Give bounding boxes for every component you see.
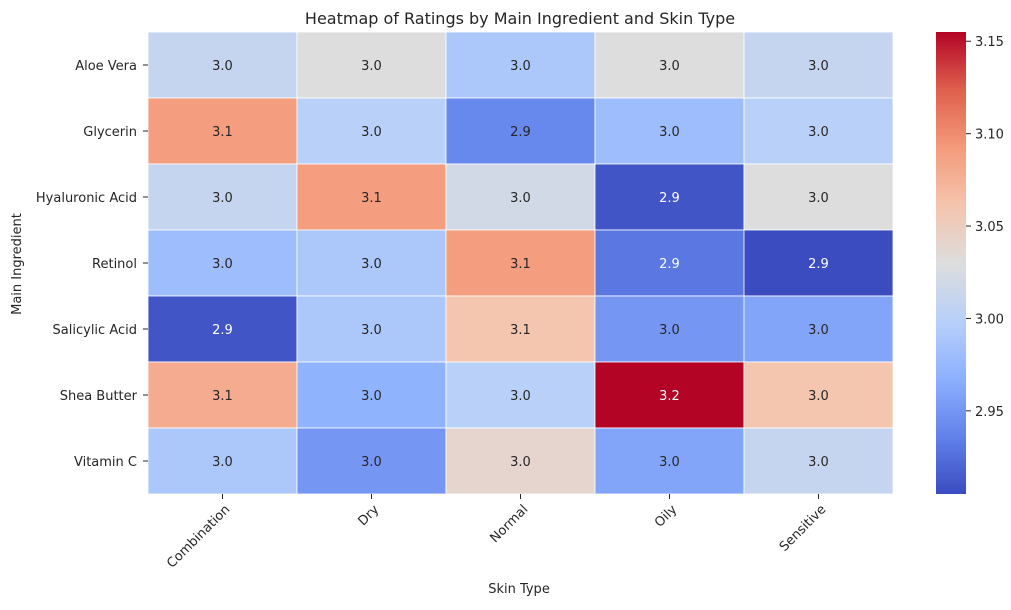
heatmap-cell xyxy=(445,229,596,297)
y-tick-label: Vitamin C xyxy=(74,455,137,470)
cell-value-label: 3.0 xyxy=(808,389,829,404)
heatmap-cell xyxy=(594,31,745,99)
heatmap-cell xyxy=(445,97,596,165)
cell-value-label: 3.0 xyxy=(659,323,680,338)
heatmap-cell xyxy=(743,361,894,429)
heatmap-cell xyxy=(147,97,298,165)
y-tick-label: Retinol xyxy=(92,257,137,272)
cell-value-label: 3.0 xyxy=(361,389,382,404)
y-tick-label: Aloe Vera xyxy=(75,59,137,74)
y-axis-ticks: Aloe Vera Glycerin Hyaluronic Acid Retinol S… xyxy=(36,59,148,470)
cell-value-label: 2.9 xyxy=(510,125,531,140)
cell-value-label: 2.9 xyxy=(659,257,680,272)
cell-value-label: 3.1 xyxy=(510,257,531,272)
cell-value-label: 3.0 xyxy=(212,455,233,470)
cell-value-label: 3.0 xyxy=(361,455,382,470)
cell-value-label: 3.0 xyxy=(212,59,233,74)
heatmap-cell xyxy=(296,361,447,429)
colorbar-gradient xyxy=(936,32,966,494)
cell-value-label: 2.9 xyxy=(808,257,829,272)
cell-value-label: 3.0 xyxy=(510,191,531,206)
x-tick-label: Oily xyxy=(652,502,681,531)
cell-value-label: 3.0 xyxy=(808,59,829,74)
cell-value-label: 3.0 xyxy=(510,59,531,74)
heatmap-cell xyxy=(445,295,596,363)
cell-value-label: 3.2 xyxy=(659,389,680,404)
y-tick-label: Glycerin xyxy=(83,125,137,140)
cell-value-label: 3.0 xyxy=(212,257,233,272)
cell-value-label: 3.0 xyxy=(510,455,531,470)
heatmap-cell xyxy=(296,31,447,99)
cell-value-label: 3.0 xyxy=(212,191,233,206)
cell-value-label: 3.0 xyxy=(361,125,382,140)
cell-value-label: 3.0 xyxy=(361,257,382,272)
cell-value-label: 3.0 xyxy=(659,125,680,140)
heatmap-cell xyxy=(743,97,894,165)
cell-annotations: 3.0 3.0 3.0 3.0 3.0 3.1 3.0 2.9 3.0 3.0 3.0 3.1 3.0 2… xyxy=(212,59,829,470)
x-tick-label: Combination xyxy=(164,502,233,571)
colorbar-tick-label: 2.95 xyxy=(975,405,1004,420)
colorbar-tick-label: 3.00 xyxy=(975,312,1004,327)
heatmap-cell xyxy=(743,427,894,495)
heatmap-cell xyxy=(743,163,894,231)
cell-value-label: 3.1 xyxy=(212,125,233,140)
cell-value-label: 3.1 xyxy=(361,191,382,206)
chart-title: Heatmap of Ratings by Main Ingredient an… xyxy=(305,9,735,28)
cell-value-label: 3.0 xyxy=(659,455,680,470)
cell-value-label: 3.0 xyxy=(808,191,829,206)
cell-value-label: 3.1 xyxy=(212,389,233,404)
heatmap-cell xyxy=(147,295,298,363)
cell-value-label: 2.9 xyxy=(212,323,233,338)
heatmap-cell xyxy=(743,229,894,297)
heatmap-cell xyxy=(743,31,894,99)
colorbar-tick-label: 3.10 xyxy=(975,128,1004,143)
cell-value-label: 3.0 xyxy=(510,389,531,404)
heatmap-cell xyxy=(296,163,447,231)
x-tick-label: Dry xyxy=(355,502,382,529)
y-tick-label: Hyaluronic Acid xyxy=(36,191,137,206)
heatmap-cells xyxy=(147,31,894,495)
colorbar-tick-label: 3.15 xyxy=(975,35,1004,50)
y-tick-label: Shea Butter xyxy=(60,389,138,404)
heatmap-cell xyxy=(594,229,745,297)
cell-value-label: 3.0 xyxy=(808,323,829,338)
heatmap-cell xyxy=(445,163,596,231)
x-axis-label: Skin Type xyxy=(488,582,550,597)
heatmap-cell xyxy=(296,229,447,297)
heatmap-cell xyxy=(445,31,596,99)
y-tick-label: Salicylic Acid xyxy=(53,323,137,338)
heatmap-cell xyxy=(147,427,298,495)
heatmap-cell xyxy=(743,295,894,363)
cell-value-label: 3.0 xyxy=(808,455,829,470)
cell-value-label: 3.0 xyxy=(808,125,829,140)
heatmap-cell xyxy=(594,163,745,231)
heatmap-cell xyxy=(147,31,298,99)
x-tick-label: Sensitive xyxy=(777,502,830,555)
colorbar-tick-label: 3.05 xyxy=(975,220,1004,235)
heatmap-cell xyxy=(445,361,596,429)
cell-value-label: 3.0 xyxy=(361,59,382,74)
x-axis-ticks: Combination Dry Normal Oily Sensitive xyxy=(164,494,829,571)
cell-value-label: 3.1 xyxy=(510,323,531,338)
cell-value-label: 2.9 xyxy=(659,191,680,206)
heatmap-cell xyxy=(594,361,745,429)
x-tick-label: Normal xyxy=(487,502,531,546)
colorbar: 2.95 3.00 3.05 3.10 3.15 xyxy=(936,32,1004,494)
cell-value-label: 3.0 xyxy=(659,59,680,74)
y-axis-label: Main Ingredient xyxy=(10,213,25,315)
heatmap-cell xyxy=(296,295,447,363)
cell-value-label: 3.0 xyxy=(361,323,382,338)
